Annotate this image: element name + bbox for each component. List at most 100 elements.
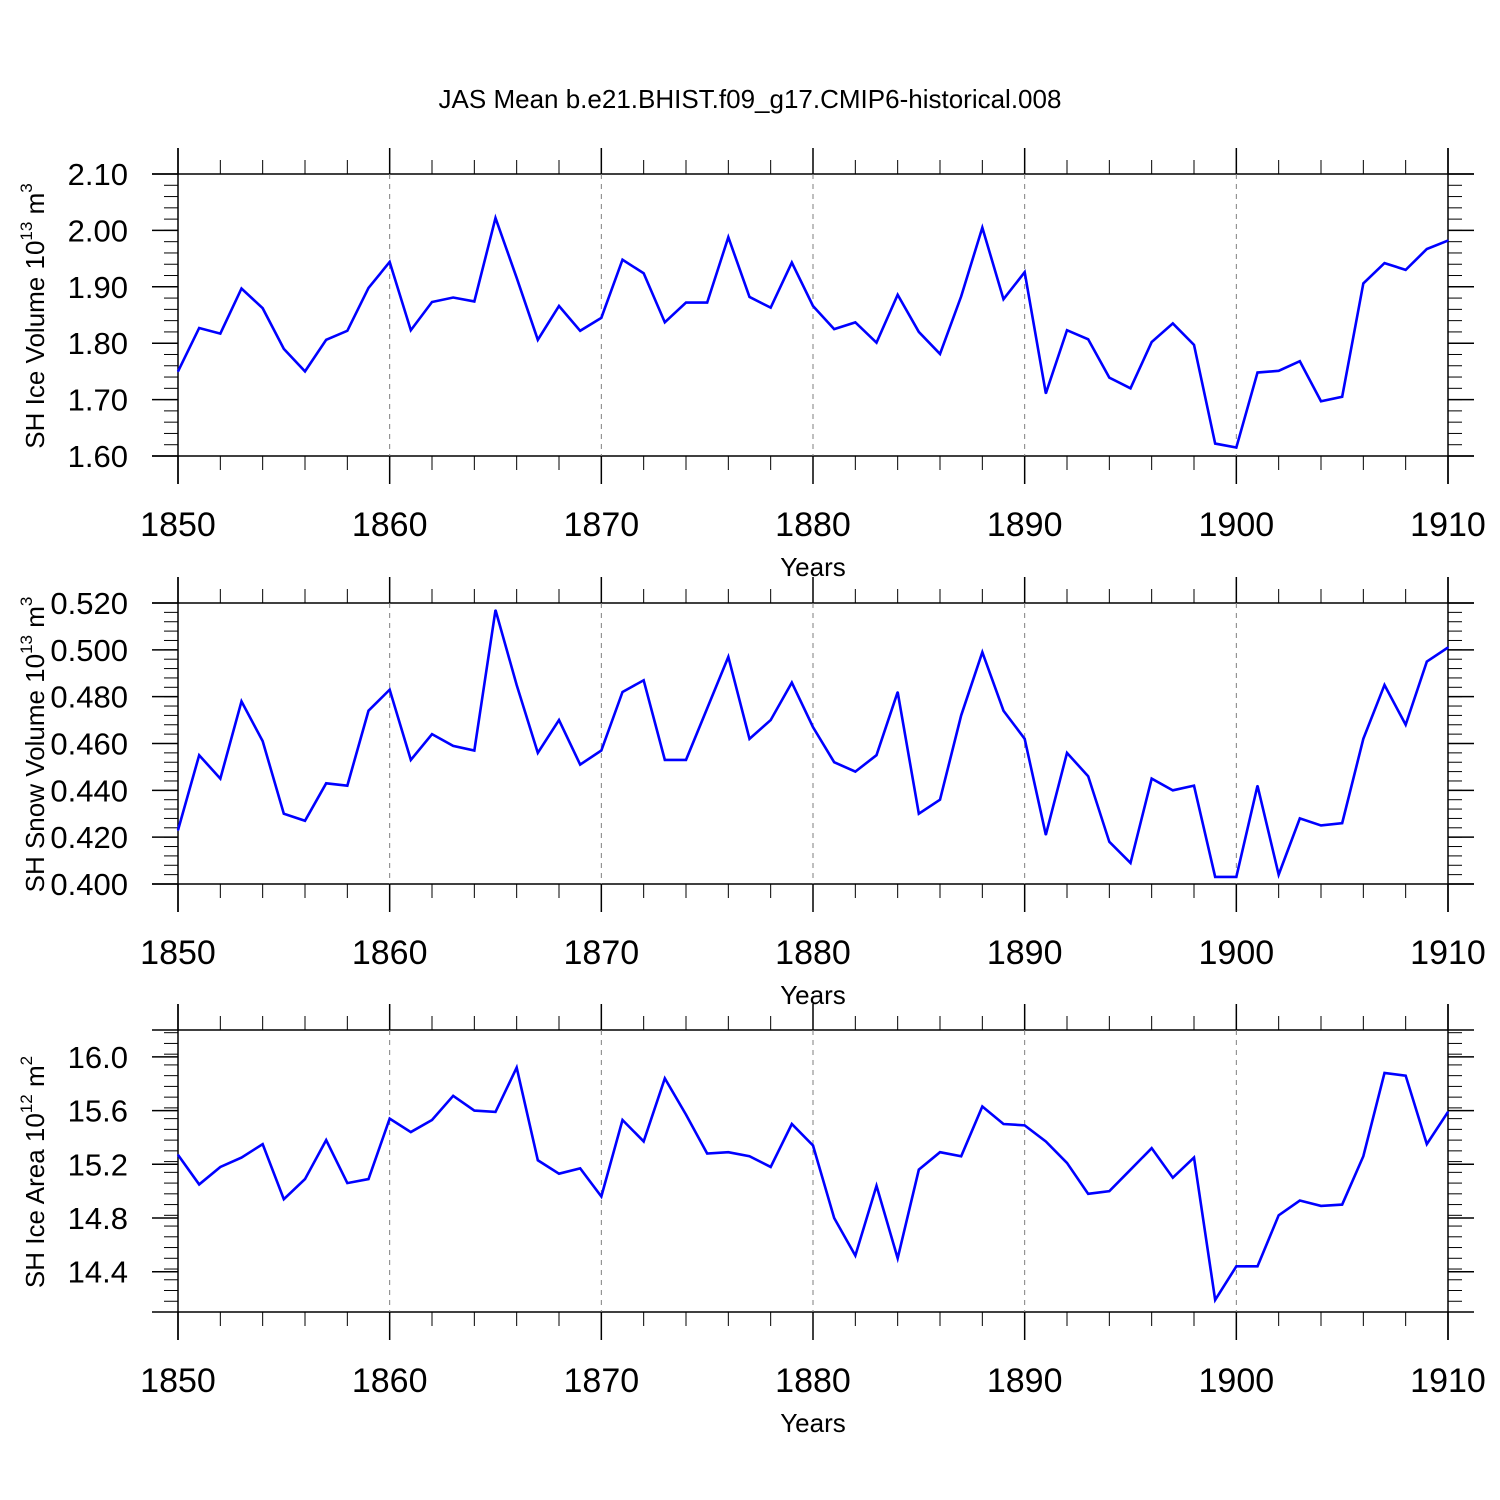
data-point bbox=[918, 812, 920, 815]
data-point bbox=[769, 306, 772, 309]
data-point bbox=[1299, 360, 1301, 363]
data-point bbox=[346, 784, 349, 787]
data-point bbox=[960, 1155, 962, 1158]
data-point bbox=[769, 1166, 772, 1168]
data-point bbox=[664, 1077, 666, 1080]
y-tick-label: 1.80 bbox=[68, 326, 128, 361]
data-point bbox=[939, 798, 941, 801]
data-point bbox=[960, 295, 962, 298]
data-point bbox=[346, 329, 349, 332]
data-point bbox=[219, 777, 222, 780]
y-tick-label: 15.2 bbox=[68, 1147, 128, 1182]
data-point bbox=[1277, 1214, 1280, 1217]
data-point bbox=[473, 749, 476, 752]
y-axis-title: SH Ice Area 1012 m2 bbox=[17, 1056, 50, 1288]
data-point bbox=[537, 752, 539, 754]
data-point bbox=[706, 707, 708, 710]
data-point bbox=[558, 1172, 560, 1175]
y-tick-label: 0.400 bbox=[50, 867, 128, 902]
data-point bbox=[791, 261, 793, 264]
data-point bbox=[198, 327, 200, 329]
data-point bbox=[452, 296, 454, 299]
y-tick-label: 16.0 bbox=[68, 1040, 128, 1075]
data-point bbox=[875, 1184, 878, 1187]
data-point bbox=[388, 688, 391, 691]
data-point bbox=[1404, 1074, 1407, 1077]
y-tick-label: 2.00 bbox=[68, 213, 128, 248]
data-point bbox=[1277, 370, 1280, 372]
y-tick-label: 0.500 bbox=[50, 633, 128, 668]
data-point bbox=[537, 339, 539, 341]
data-point bbox=[177, 1154, 179, 1156]
data-point bbox=[515, 684, 518, 686]
data-point bbox=[1341, 395, 1343, 398]
y-tick-label: 15.6 bbox=[68, 1094, 128, 1129]
data-point bbox=[875, 754, 878, 757]
data-point bbox=[621, 691, 624, 693]
data-point bbox=[1362, 282, 1365, 285]
data-point bbox=[1447, 646, 1449, 649]
x-tick-label: 1870 bbox=[564, 1362, 640, 1400]
data-point bbox=[1426, 248, 1428, 250]
data-point bbox=[642, 272, 645, 275]
y-tick-label: 1.60 bbox=[68, 439, 128, 474]
y-tick-label: 0.520 bbox=[50, 586, 128, 621]
data-point bbox=[325, 782, 327, 785]
data-point bbox=[283, 1198, 285, 1200]
x-tick-label: 1860 bbox=[352, 934, 428, 972]
data-point bbox=[410, 329, 412, 332]
x-tick-label: 1880 bbox=[775, 934, 851, 972]
data-point bbox=[812, 726, 814, 728]
data-point bbox=[875, 341, 878, 344]
data-point bbox=[1447, 1111, 1449, 1113]
data-point bbox=[494, 609, 497, 611]
data-point bbox=[1045, 1140, 1047, 1143]
data-point bbox=[1426, 660, 1428, 663]
data-point bbox=[1193, 344, 1195, 346]
data-point bbox=[410, 1131, 412, 1133]
data-point bbox=[1150, 777, 1153, 780]
data-point bbox=[981, 1105, 984, 1108]
x-tick-label: 1890 bbox=[987, 506, 1063, 544]
data-point bbox=[240, 700, 243, 703]
data-point bbox=[1193, 1156, 1195, 1159]
y-axis-title: SH Snow Volume 1013 m3 bbox=[17, 597, 50, 893]
data-point bbox=[1256, 371, 1259, 374]
data-point bbox=[1108, 376, 1111, 379]
data-point bbox=[1447, 239, 1449, 242]
data-point bbox=[1383, 684, 1386, 686]
data-point bbox=[1045, 392, 1047, 395]
y-axis-title: SH Ice Volume 1013 m3 bbox=[17, 183, 50, 448]
data-point bbox=[1172, 322, 1174, 325]
data-point bbox=[198, 754, 200, 757]
data-point bbox=[1002, 709, 1005, 712]
x-tick-label: 1900 bbox=[1199, 934, 1275, 972]
data-point bbox=[1172, 789, 1174, 792]
data-point bbox=[981, 226, 984, 229]
data-point bbox=[960, 714, 962, 717]
x-tick-label: 1870 bbox=[564, 506, 640, 544]
data-point bbox=[1002, 1123, 1005, 1125]
data-point bbox=[261, 740, 264, 742]
data-point bbox=[473, 1109, 476, 1112]
data-point bbox=[198, 1183, 200, 1186]
data-point bbox=[791, 681, 793, 684]
x-tick-label: 1890 bbox=[987, 1362, 1063, 1400]
y-tick-label: 1.70 bbox=[68, 383, 128, 418]
data-point bbox=[642, 679, 645, 682]
data-point bbox=[452, 745, 454, 747]
data-point bbox=[579, 1167, 581, 1170]
data-point bbox=[388, 261, 391, 263]
x-tick-label: 1910 bbox=[1410, 934, 1486, 972]
data-point bbox=[558, 719, 560, 721]
x-tick-label: 1890 bbox=[987, 934, 1063, 972]
data-point bbox=[621, 258, 624, 261]
data-point bbox=[685, 301, 687, 304]
data-point bbox=[1320, 400, 1322, 403]
y-tick-label: 0.460 bbox=[50, 727, 128, 762]
chart-panel-2: 1850 1860 1870 1880 1890 1900 1910 0.400 0.420 0.… bbox=[17, 577, 1486, 1010]
x-tick-label: 1850 bbox=[140, 506, 216, 544]
data-point bbox=[1214, 1299, 1216, 1301]
x-tick-label: 1910 bbox=[1410, 506, 1486, 544]
